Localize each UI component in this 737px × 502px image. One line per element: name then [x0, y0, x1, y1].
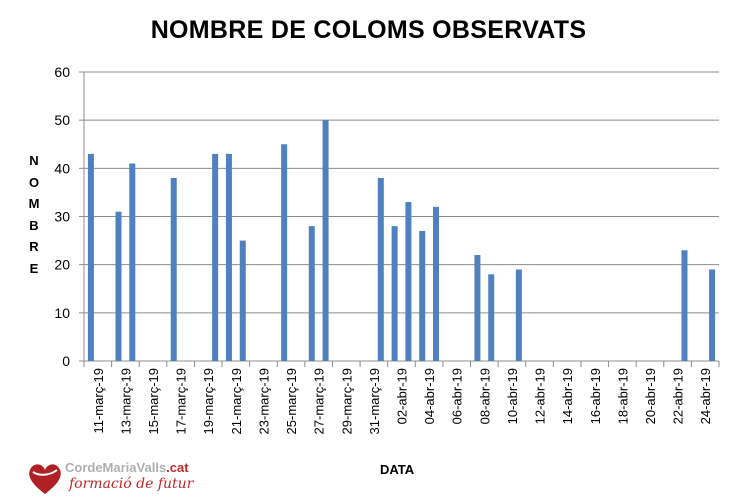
x-tick-label: 10-abr-19: [505, 368, 520, 424]
y-tick-label: 0: [62, 353, 70, 369]
bar: [225, 153, 232, 361]
bar: [170, 177, 177, 361]
x-tick-label: 18-abr-19: [615, 368, 630, 424]
y-tick-label: 40: [54, 160, 70, 176]
bar: [115, 211, 122, 361]
y-axis-label-letter: E: [29, 260, 39, 276]
y-axis-label-letter: N: [29, 153, 39, 168]
bar: [322, 120, 329, 362]
y-axis-label-letter: R: [29, 239, 39, 254]
chart-title: NOMBRE DE COLOMS OBSERVATS: [150, 16, 587, 44]
x-tick-label: 31-març-19: [367, 368, 382, 434]
x-tick-label: 19-març-19: [201, 368, 216, 434]
logo: CordeMariaValls.cat formació de futur: [25, 458, 225, 498]
x-tick-label: 21-març-19: [229, 368, 244, 434]
bar: [474, 255, 481, 361]
bar: [129, 163, 136, 361]
x-tick-label: 04-abr-19: [422, 368, 437, 424]
x-tick-label: 20-abr-19: [643, 368, 658, 424]
x-axis-label: DATA: [380, 462, 415, 477]
x-tick-label: 06-abr-19: [450, 368, 465, 424]
x-tick-label: 12-abr-19: [533, 368, 548, 424]
x-tick-label: 22-abr-19: [671, 368, 686, 424]
bar: [419, 230, 426, 361]
y-tick-label: 50: [54, 112, 70, 128]
bar: [488, 274, 495, 361]
bar: [405, 202, 412, 361]
heart-logo-icon: [29, 464, 61, 494]
x-tick-label: 24-abr-19: [698, 368, 713, 424]
y-tick-label: 10: [54, 305, 70, 321]
bar: [391, 226, 398, 361]
bar: [433, 206, 440, 361]
x-tick-label: 16-abr-19: [588, 368, 603, 424]
bar: [239, 240, 246, 361]
bar: [709, 269, 716, 361]
logo-name: CordeMariaValls: [65, 460, 167, 475]
y-axis-label-letter: O: [28, 174, 40, 190]
x-tick-label: 13-març-19: [118, 368, 133, 434]
x-tick-label: 02-abr-19: [395, 368, 410, 424]
logo-domain: .cat: [166, 460, 189, 475]
x-tick-label: 11-març-19: [91, 368, 106, 434]
bar: [515, 269, 522, 361]
bar: [87, 153, 94, 361]
y-axis-label-letter: M: [28, 196, 40, 211]
x-tick-label: 08-abr-19: [477, 368, 492, 424]
bar: [281, 144, 288, 361]
bar: [308, 226, 315, 361]
x-tick-label: 29-març-19: [339, 368, 354, 434]
x-tick-label: 27-març-19: [312, 368, 327, 434]
bar: [681, 250, 688, 361]
bar: [212, 153, 219, 361]
bar: [377, 177, 384, 361]
y-tick-label: 60: [54, 64, 70, 80]
y-tick-label: 20: [54, 257, 70, 273]
x-tick-label: 17-març-19: [174, 368, 189, 434]
x-tick-label: 15-març-19: [146, 368, 161, 434]
logo-tagline: formació de futur: [69, 476, 194, 492]
y-axis-label-letter: B: [29, 217, 39, 233]
x-tick-label: 25-març-19: [284, 368, 299, 434]
x-tick-label: 23-març-19: [256, 368, 271, 434]
y-tick-label: 30: [54, 209, 70, 225]
x-tick-label: 14-abr-19: [560, 368, 575, 424]
